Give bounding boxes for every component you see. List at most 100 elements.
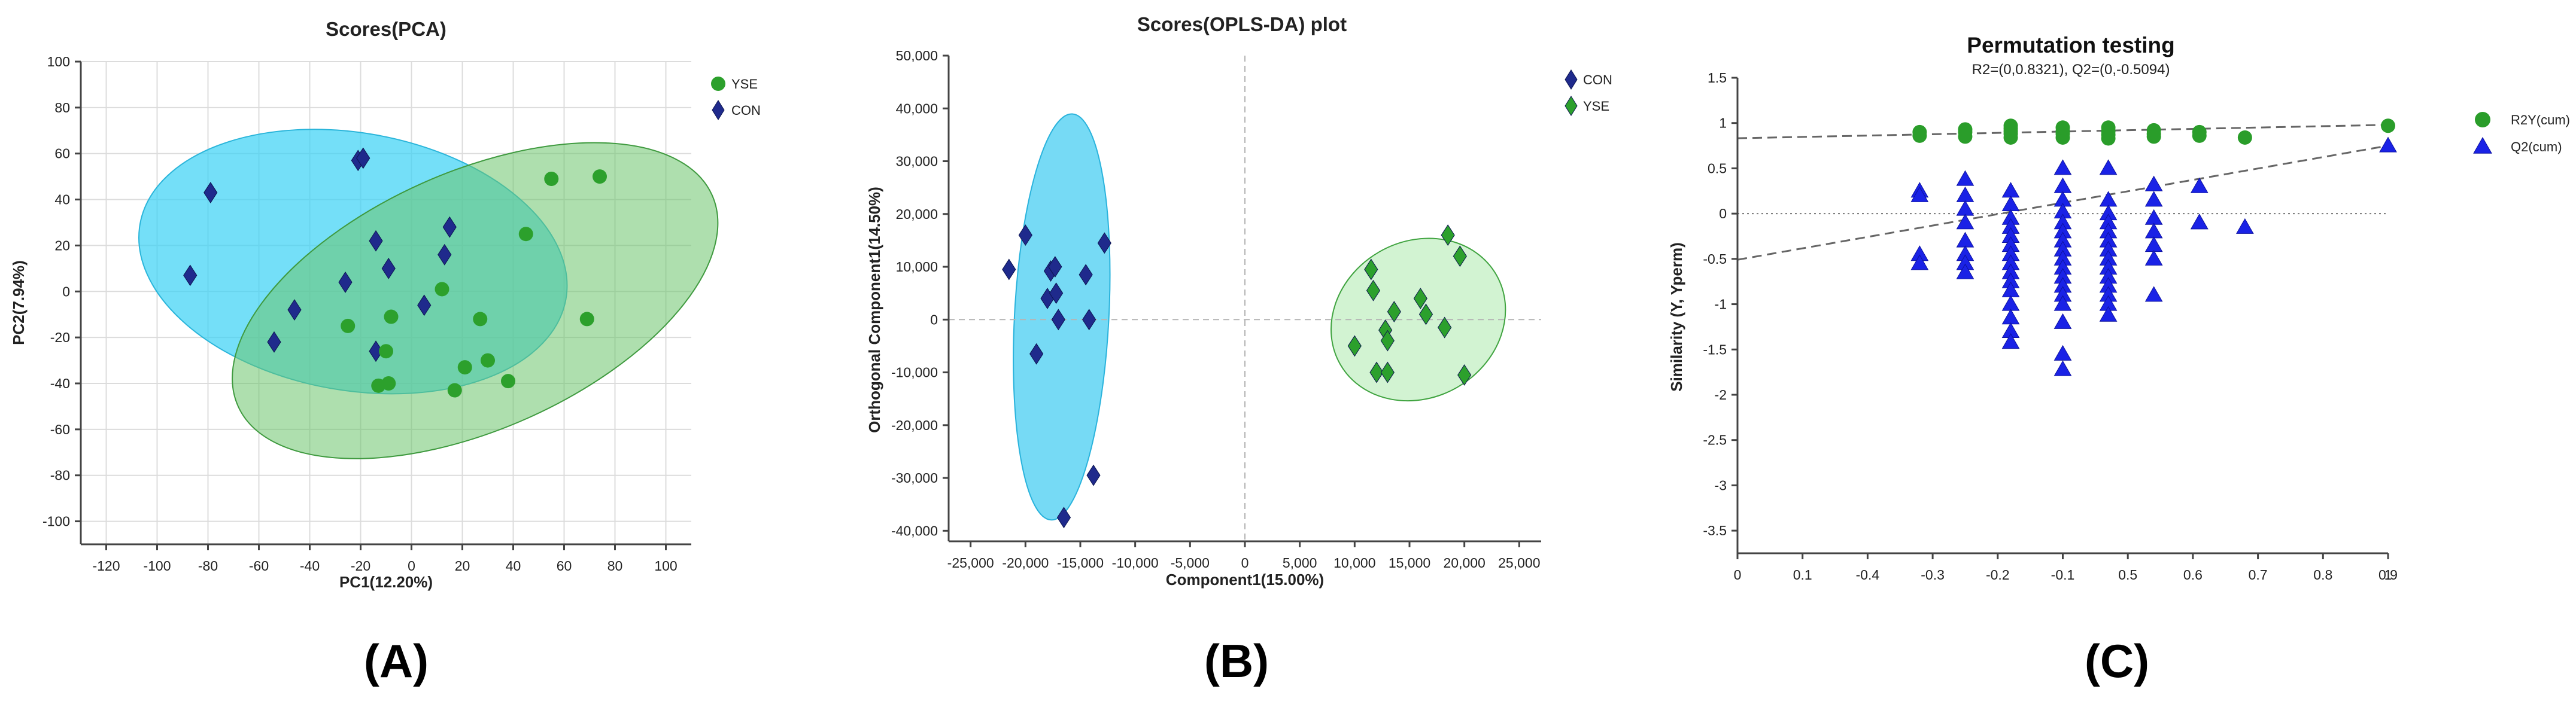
opls-point-yse xyxy=(1364,258,1378,281)
pca-point-con xyxy=(356,147,370,169)
perm-x-tick-label: 0.1 xyxy=(1793,567,1812,583)
opls-point-con xyxy=(1097,232,1111,254)
opls-x-tick-label: -25,000 xyxy=(947,555,994,571)
opls-point-yse xyxy=(1366,279,1381,301)
perm-point-r2y xyxy=(2101,120,2116,135)
perm-x-tick-label: 0 xyxy=(1734,567,1742,583)
perm-legend-q2-marker xyxy=(2473,136,2492,154)
pca-point-yse xyxy=(579,312,594,327)
panel-label-b: (B) xyxy=(1204,635,1269,687)
opls-point-yse xyxy=(1457,364,1472,386)
pca-ellipse-yse xyxy=(232,142,719,459)
perm-x-tick-label: 1 xyxy=(2384,567,2392,583)
perm-point-r2y xyxy=(2237,130,2252,145)
perm-point-r2y xyxy=(2381,118,2395,133)
opls-x-tick-label: 0 xyxy=(1241,555,1249,571)
perm-x-tick-label: -0.1 xyxy=(2051,567,2075,583)
perm-point-q2 xyxy=(2053,177,2072,193)
opls-x-tick-label: 5,000 xyxy=(1283,555,1317,571)
pca-point-con xyxy=(442,216,457,238)
pca-point-yse xyxy=(457,360,472,375)
pca-x-tick-label: -20 xyxy=(351,558,370,574)
opls-point-con xyxy=(1086,464,1101,486)
opls-point-yse xyxy=(1453,245,1467,267)
perm-point-q2 xyxy=(2144,209,2163,225)
opls-point-con xyxy=(1049,282,1064,304)
opls-y-tick-label: -40,000 xyxy=(891,523,938,538)
perm-y-tick-label: -1 xyxy=(1715,297,1727,312)
perm-point-q2 xyxy=(2053,295,2072,311)
perm-x-tick-label: 0.6 xyxy=(2183,567,2203,583)
opls-point-yse xyxy=(1438,316,1452,339)
pca-point-con xyxy=(381,257,396,279)
panel-label-a: (A) xyxy=(364,635,429,687)
pca-x-tick-label: 80 xyxy=(607,558,623,574)
perm-y-tick-label: 1 xyxy=(1719,115,1727,131)
pca-y-tick-label: -60 xyxy=(50,422,70,437)
opls-y-tick-label: 30,000 xyxy=(896,154,938,169)
perm-y-tick-label: 0.5 xyxy=(1708,160,1727,176)
perm-subtitle: R2=(0,0.8321), Q2=(0,-0.5094) xyxy=(1972,62,2170,78)
opls-point-con xyxy=(1048,256,1062,278)
opls-point-con xyxy=(1079,264,1093,286)
pca-y-tick-label: -100 xyxy=(42,514,70,529)
pca-x-tick-label: 0 xyxy=(408,558,415,574)
perm-point-q2 xyxy=(2099,159,2118,175)
pca-point-yse xyxy=(518,227,533,242)
perm-y-tick-label: 0 xyxy=(1719,206,1727,221)
pca-point-con xyxy=(417,294,432,316)
pca-y-tick-label: -40 xyxy=(50,376,70,391)
pca-point-con xyxy=(438,243,452,266)
opls-title: Scores(OPLS-DA) plot xyxy=(1137,13,1347,35)
perm-y-tick-label: -0.5 xyxy=(1703,251,1727,267)
pca-x-tick-label: 40 xyxy=(506,558,521,574)
perm-point-r2y xyxy=(2003,118,2018,133)
perm-legend-q2-label: Q2(cum) xyxy=(2511,139,2562,154)
perm-point-q2 xyxy=(1956,231,1974,248)
opls-x-tick-label: 25,000 xyxy=(1498,555,1540,571)
opls-point-yse xyxy=(1369,361,1384,383)
pca-point-con xyxy=(183,264,198,287)
pca-x-tick-label: -120 xyxy=(92,558,120,574)
opls-legend-con-marker xyxy=(1565,69,1578,90)
pca-x-axis-label: PC1(12.20%) xyxy=(339,573,433,591)
perm-point-q2 xyxy=(1956,200,1974,216)
panel-label-c: (C) xyxy=(2085,635,2149,687)
opls-x-tick-label: 15,000 xyxy=(1389,555,1430,571)
pca-x-tick-label: -60 xyxy=(249,558,269,574)
opls-point-con xyxy=(1051,309,1065,331)
opls-x-tick-label: -5,000 xyxy=(1171,555,1210,571)
perm-point-q2 xyxy=(2053,313,2072,329)
perm-legend-r2y-marker xyxy=(2475,112,2490,127)
pca-y-axis-label: PC2(7.94%) xyxy=(10,260,28,345)
pca-y-tick-label: -20 xyxy=(50,330,70,345)
opls-point-yse xyxy=(1413,288,1427,309)
pca-y-tick-label: 100 xyxy=(47,54,70,69)
opls-point-con xyxy=(1029,343,1044,365)
perm-point-q2 xyxy=(1910,186,1929,202)
perm-x-tick-label: 0.5 xyxy=(2118,567,2137,583)
pca-point-yse xyxy=(447,383,462,398)
perm-y-tick-label: -1.5 xyxy=(1703,342,1727,357)
pca-point-con xyxy=(267,331,281,353)
opls-x-tick-label: -15,000 xyxy=(1057,555,1104,571)
pca-point-con xyxy=(287,299,302,321)
opls-x-tick-label: -10,000 xyxy=(1112,555,1159,571)
pca-point-yse xyxy=(381,376,396,391)
perm-point-q2 xyxy=(2190,214,2209,230)
pca-title: Scores(PCA) xyxy=(326,18,446,40)
opls-legend-con-label: CON xyxy=(1583,72,1612,87)
pca-y-tick-label: 0 xyxy=(62,284,70,299)
opls-y-tick-label: 50,000 xyxy=(896,48,938,63)
opls-point-con xyxy=(1018,224,1032,246)
opls-point-con xyxy=(1082,309,1096,331)
perm-point-r2y xyxy=(2055,120,2070,135)
pca-point-yse xyxy=(473,312,488,327)
pca-legend-yse-label: YSE xyxy=(731,77,758,92)
perm-point-q2 xyxy=(2053,360,2072,376)
opls-point-yse xyxy=(1418,303,1433,325)
perm-point-q2 xyxy=(2144,223,2163,239)
pca-x-tick-label: -100 xyxy=(143,558,171,574)
opls-x-axis-label: Component1(15.00%) xyxy=(1166,571,1324,589)
perm-point-q2 xyxy=(2379,136,2397,153)
